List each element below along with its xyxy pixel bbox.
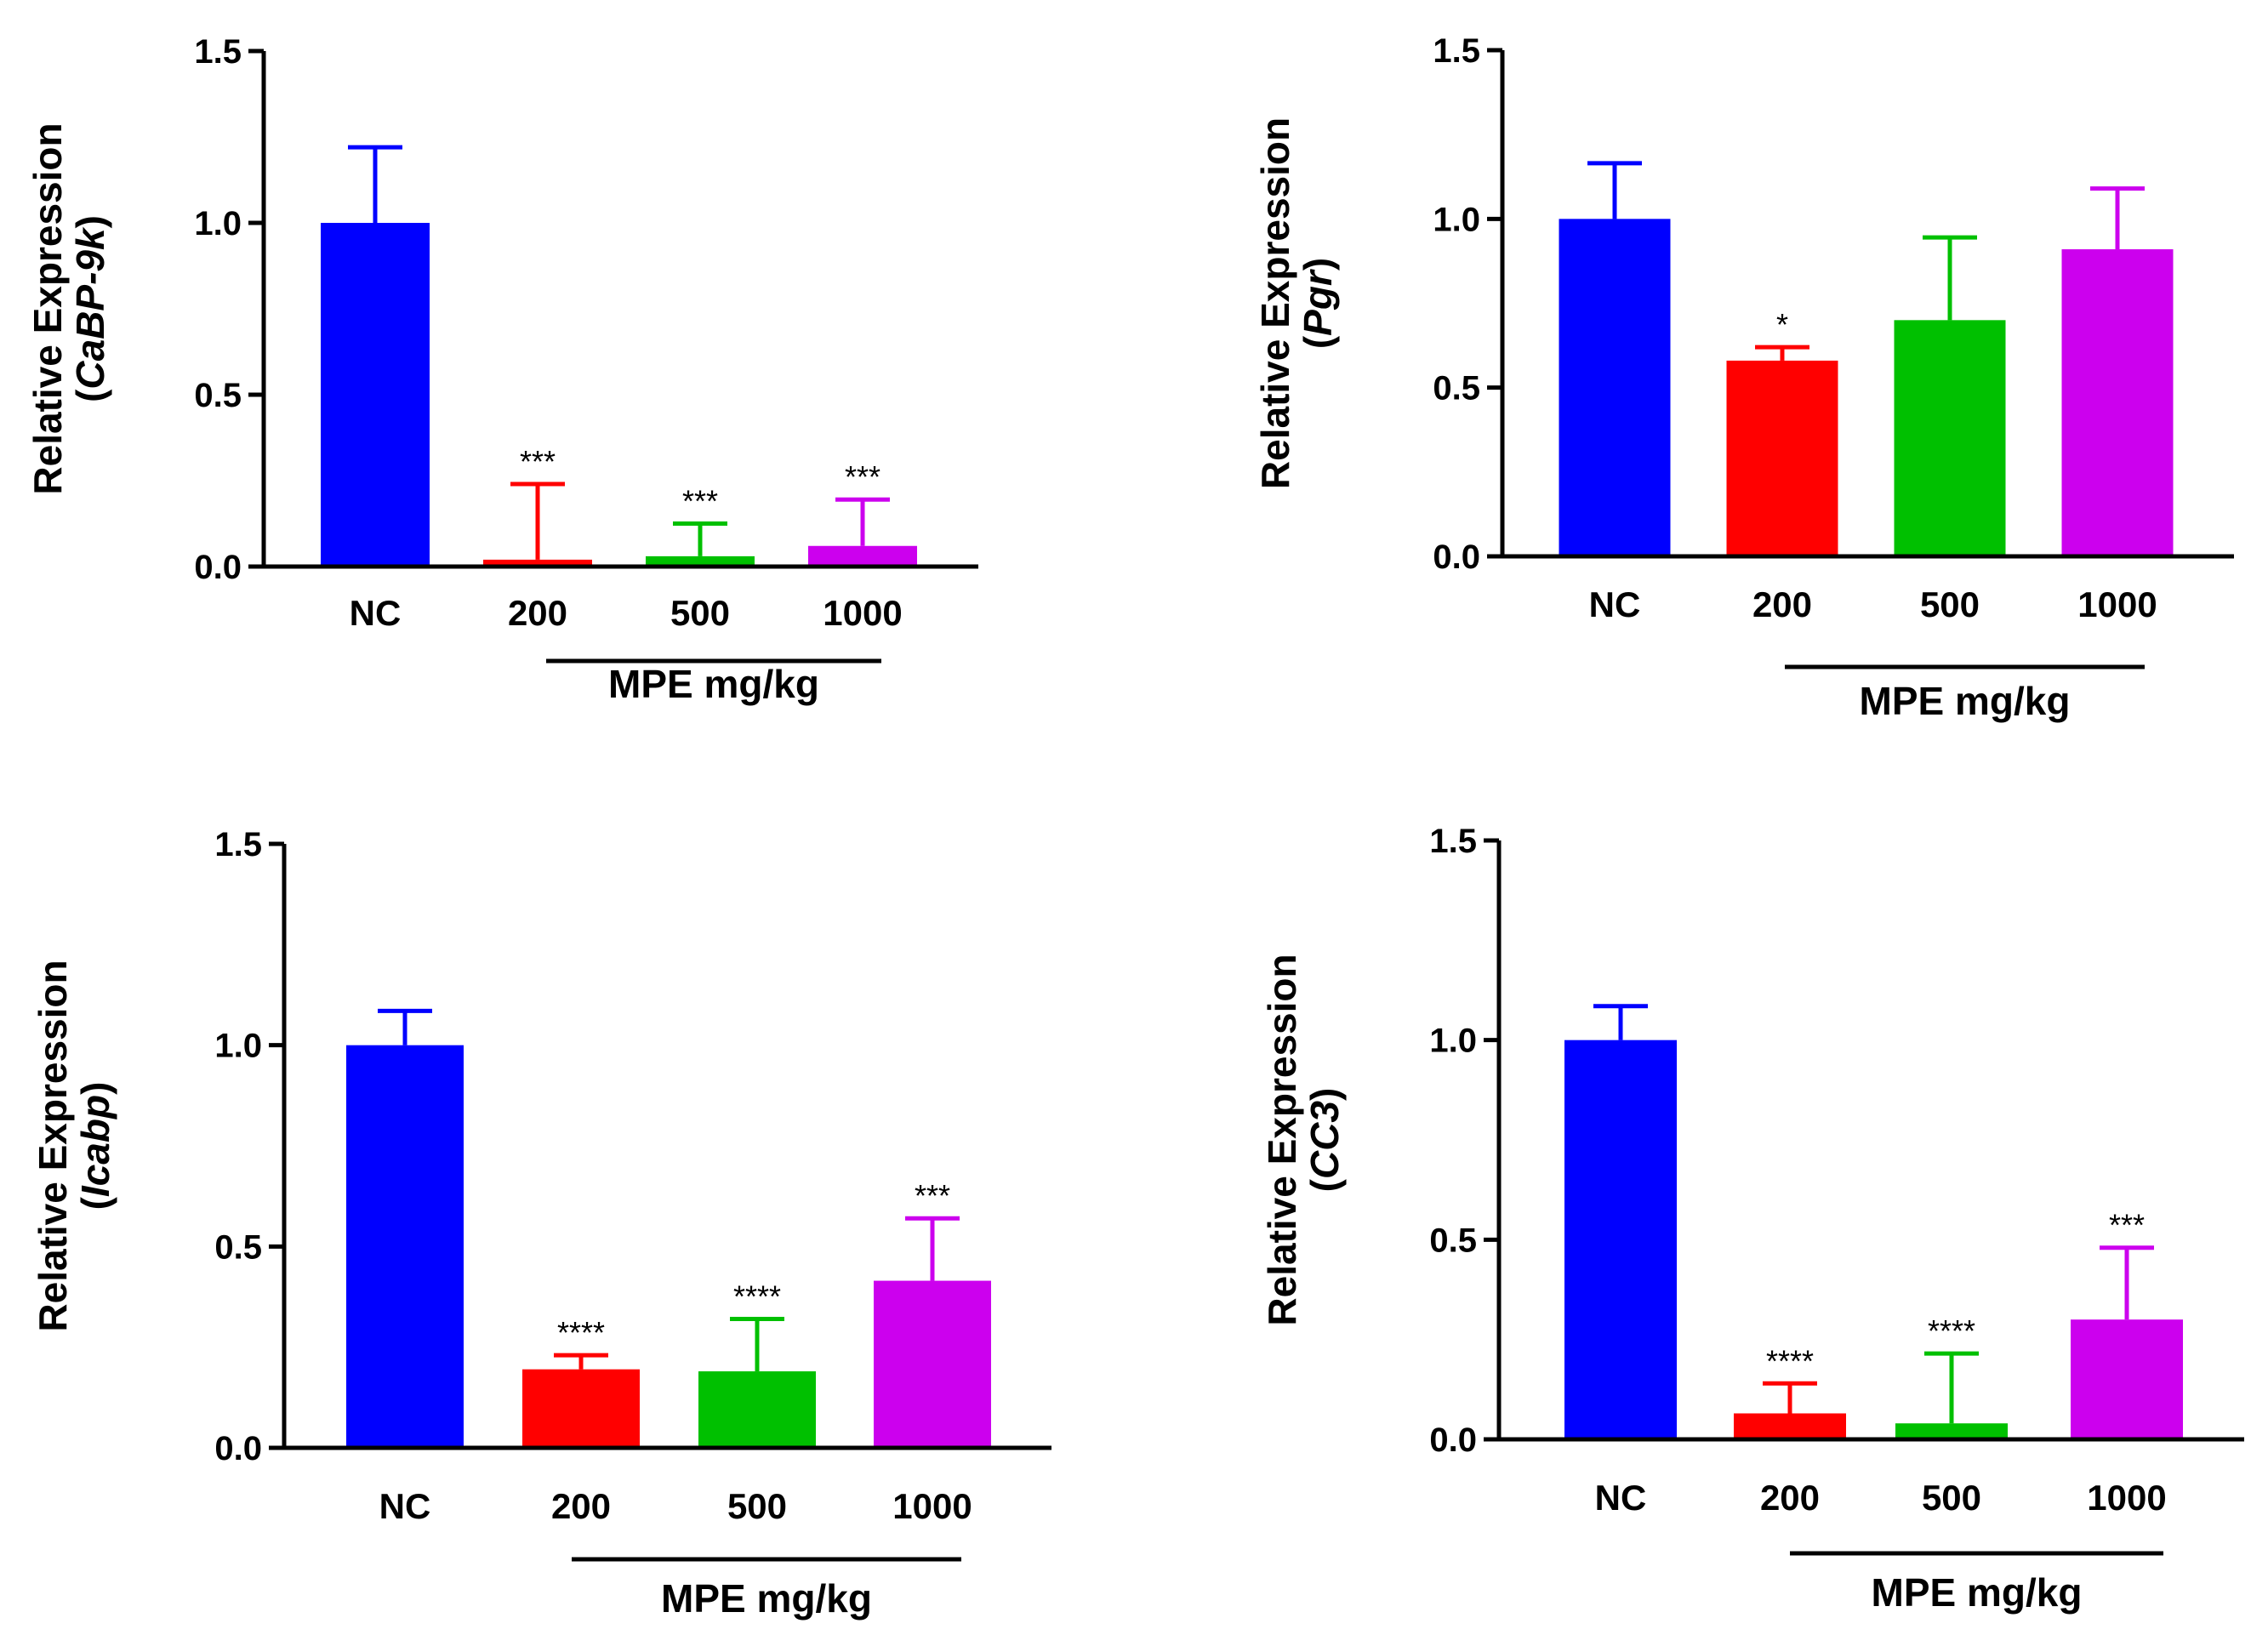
bar-1000: [808, 545, 917, 567]
y-tick-label: 0.0: [1433, 538, 1480, 576]
y-tick-label: 1.0: [194, 205, 242, 242]
y-axis-label: Relative Expression: [31, 960, 75, 1331]
x-tick-label-500: 500: [1920, 584, 1980, 624]
bar-NC: [321, 223, 430, 567]
bar-200: [1726, 360, 1838, 556]
significance-label-500: ****: [733, 1279, 781, 1314]
y-tick-label: 0.0: [214, 1430, 262, 1467]
chart-panel-icabp: NC **** 200 **** 500 *** 1000 0.0 0.5 1.0 1.5 Relat…: [31, 826, 1051, 1621]
y-axis-label: Relative Expression: [1253, 117, 1297, 489]
x-tick-label-NC: NC: [1595, 1478, 1647, 1518]
bar-200: [522, 1369, 640, 1448]
bar-1000: [2061, 249, 2174, 556]
y-tick-label: 1.5: [194, 33, 242, 71]
chart-panel-cc3: NC **** 200 **** 500 *** 1000 0.0 0.5 1.0 1.5 Relat…: [1260, 823, 2244, 1615]
x-tick-label-NC: NC: [350, 593, 402, 633]
bar-NC: [1564, 1040, 1677, 1439]
y-tick-label: 0.5: [194, 377, 242, 414]
x-tick-label-200: 200: [508, 593, 567, 633]
y-tick-label: 1.5: [214, 826, 262, 863]
y-axis-label: Relative Expression: [26, 122, 70, 494]
significance-label-200: ****: [1766, 1343, 1814, 1378]
y-tick-label: 1.0: [1429, 1023, 1477, 1060]
significance-label-200: ***: [520, 444, 556, 479]
significance-label-500: ****: [1928, 1313, 1975, 1348]
bar-500: [698, 1371, 816, 1448]
y-axis-label: Relative Expression: [1260, 954, 1304, 1325]
y-tick-label: 0.5: [1429, 1222, 1477, 1259]
bar-NC: [1559, 219, 1671, 556]
y-axis-gene-label: (CaBP-9k): [68, 215, 112, 402]
y-axis-gene-label: (Icabp): [73, 1082, 117, 1211]
y-tick-label: 0.5: [1433, 370, 1480, 407]
x-tick-label-500: 500: [670, 593, 730, 633]
x-tick-label-NC: NC: [379, 1486, 431, 1526]
x-tick-label-500: 500: [1922, 1478, 1981, 1518]
y-tick-label: 1.0: [1433, 201, 1480, 238]
chart-panel-pgr: NC * 200 500 1000 0.0 0.5 1.0 1.5 Relative Expres…: [1253, 32, 2234, 723]
x-tick-label-1000: 1000: [823, 593, 902, 633]
significance-label-200: ****: [557, 1315, 605, 1350]
x-tick-label-500: 500: [727, 1486, 787, 1526]
x-tick-label-200: 200: [1752, 584, 1812, 624]
x-tick-label-1000: 1000: [2087, 1478, 2166, 1518]
bar-200: [1734, 1413, 1846, 1439]
chart-panel-cabp9k: NC *** 200 *** 500 *** 1000 0.0 0.5 1.0 1.5 Relativ…: [26, 33, 978, 706]
y-tick-label: 0.5: [214, 1228, 262, 1266]
group-label: MPE mg/kg: [661, 1576, 872, 1621]
y-tick-label: 1.0: [214, 1028, 262, 1065]
y-axis-gene-label: (Pgr): [1296, 258, 1340, 349]
significance-label-200: *: [1776, 307, 1788, 342]
significance-label-1000: ***: [845, 459, 880, 494]
y-tick-label: 1.5: [1429, 823, 1477, 860]
bar-1000: [874, 1280, 991, 1448]
y-tick-label: 0.0: [1429, 1421, 1477, 1459]
bar-NC: [346, 1045, 464, 1448]
y-tick-label: 1.5: [1433, 32, 1480, 70]
bar-500: [646, 555, 755, 567]
group-label: MPE mg/kg: [1860, 679, 2071, 723]
significance-label-1000: ***: [2109, 1208, 2145, 1243]
significance-label-1000: ***: [915, 1178, 950, 1213]
bar-200: [483, 559, 592, 567]
group-label: MPE mg/kg: [1872, 1570, 2083, 1615]
x-tick-label-NC: NC: [1589, 584, 1641, 624]
x-tick-label-200: 200: [1760, 1478, 1820, 1518]
x-tick-label-1000: 1000: [2077, 584, 2157, 624]
y-axis-gene-label: (CC3): [1302, 1088, 1347, 1193]
group-label: MPE mg/kg: [608, 662, 819, 706]
bar-1000: [2071, 1319, 2183, 1439]
y-tick-label: 0.0: [194, 549, 242, 586]
x-tick-label-200: 200: [551, 1486, 611, 1526]
significance-label-500: ***: [682, 484, 718, 519]
x-tick-label-1000: 1000: [892, 1486, 972, 1526]
bar-500: [1894, 320, 2006, 556]
bar-500: [1895, 1423, 2008, 1439]
